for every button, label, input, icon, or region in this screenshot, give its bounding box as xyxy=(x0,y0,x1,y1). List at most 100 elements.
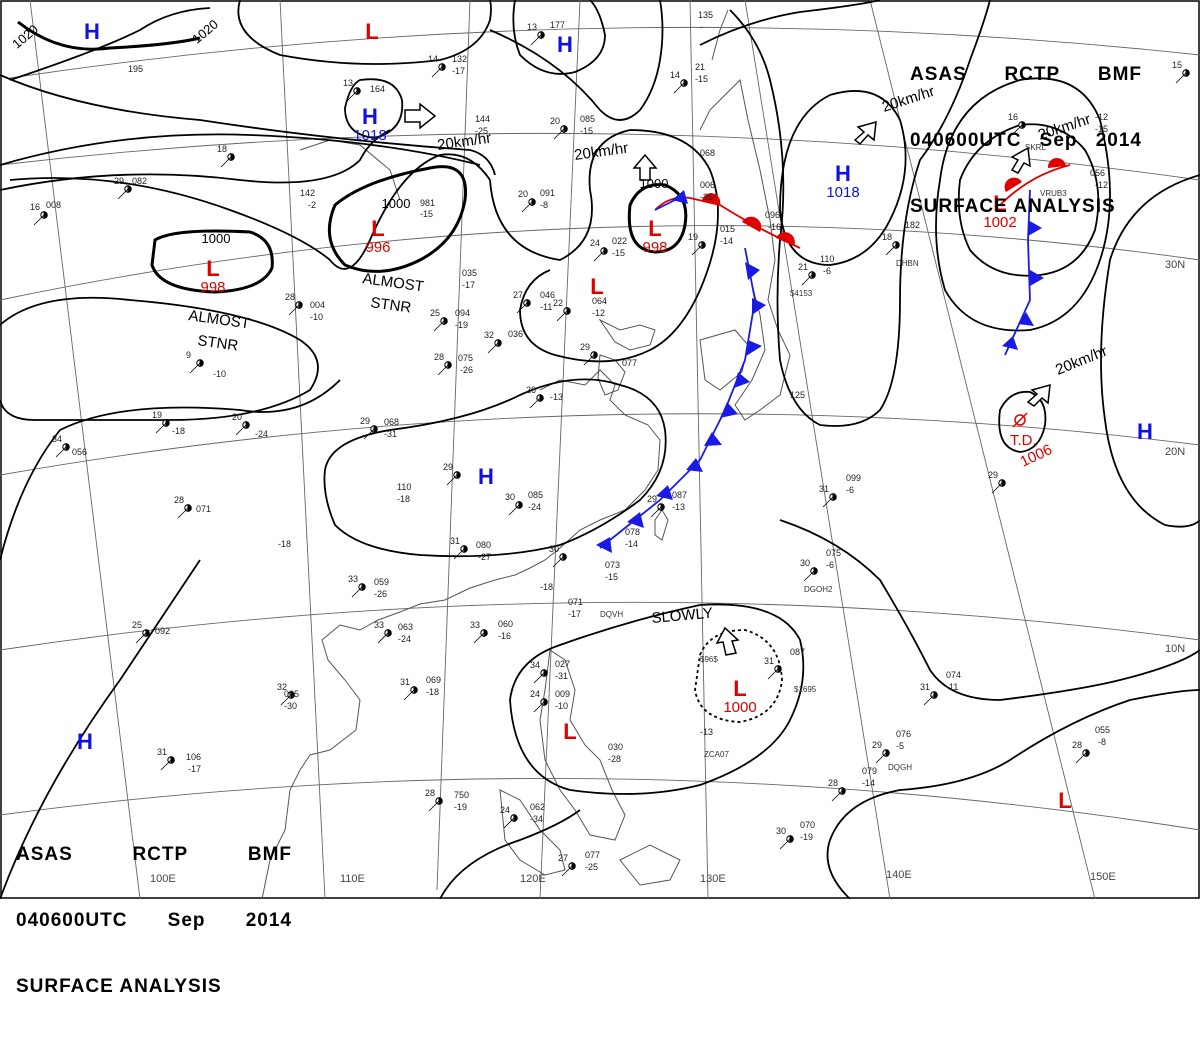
low-pressure-center: L xyxy=(206,256,219,281)
station-pressure-text: -14 xyxy=(862,778,875,788)
station-cloud-fill xyxy=(812,272,815,278)
station-temperature-text: 26 xyxy=(526,385,536,395)
station-pressure-text: 21 xyxy=(695,62,705,72)
station-pressure-text: 079 xyxy=(862,766,877,776)
high-pressure-center: H xyxy=(1137,419,1153,444)
title-month: Sep xyxy=(1040,130,1078,152)
station-pressure-text: -15 xyxy=(612,248,625,258)
isobar-label: 1000 xyxy=(202,231,231,246)
station-temperature-text: 18 xyxy=(882,232,892,242)
station-pressure-text: 106 xyxy=(186,752,201,762)
station-pressure-text: 015 xyxy=(720,224,735,234)
station-cloud-fill xyxy=(594,352,597,358)
station-pressure-text: -26 xyxy=(374,589,387,599)
station-temperature-text: 29 xyxy=(360,416,370,426)
title-block-bottom-left: ASAS RCTP BMF 040600UTC Sep 2014 SURFACE… xyxy=(16,800,292,1042)
station-temperature-text: 27 xyxy=(513,290,523,300)
station-pressure-text: 085 xyxy=(580,114,595,124)
station-pressure-text: -30 xyxy=(284,701,297,711)
station-temperature-text: 28 xyxy=(1072,740,1082,750)
title-agency: RCTP xyxy=(1004,64,1060,86)
ship-call-sign: DGOH2 xyxy=(804,585,833,594)
station-pressure-text: 078 xyxy=(625,527,640,537)
station-pressure-text: -15 xyxy=(420,209,433,219)
station-pressure-text: 004 xyxy=(310,300,325,310)
station-pressure-text: 030 xyxy=(608,742,623,752)
station-pressure-text: 077 xyxy=(622,358,637,368)
pressure-value: 1018 xyxy=(353,127,386,144)
station-pressure-text: -18 xyxy=(278,539,291,549)
station-pressure-text: 177 xyxy=(550,20,565,30)
station-pressure-text: -15 xyxy=(695,74,708,84)
station-cloud-fill xyxy=(661,504,664,510)
station-pressure-text: -34 xyxy=(530,814,543,824)
station-pressure-text: -24 xyxy=(398,634,411,644)
station-pressure-text: 092 xyxy=(155,626,170,636)
station-cloud-fill xyxy=(357,88,360,94)
high-pressure-center: H xyxy=(835,161,851,186)
station-pressure-text: -13 xyxy=(550,392,563,402)
station-pressure-text: 063 xyxy=(398,622,413,632)
station-cloud-fill xyxy=(778,666,781,672)
station-pressure-text: -25 xyxy=(585,862,598,872)
station-temperature-text: 16 xyxy=(30,202,40,212)
ship-call-sign: $4153 xyxy=(790,289,813,298)
title-line-2: 040600UTC Sep 2014 xyxy=(16,910,292,932)
station-temperature-text: 29 xyxy=(114,176,124,186)
station-cloud-fill xyxy=(519,502,522,508)
station-pressure-text: 077 xyxy=(585,850,600,860)
station-temperature-text: 34 xyxy=(530,660,540,670)
title-year: 2014 xyxy=(246,910,292,932)
station-temperature-text: 32 xyxy=(484,330,494,340)
station-pressure-text: -8 xyxy=(1098,737,1106,747)
station-cloud-fill xyxy=(1086,750,1089,756)
station-pressure-text: 195 xyxy=(128,64,143,74)
station-pressure-text: 125 xyxy=(790,390,805,400)
station-cloud-fill xyxy=(388,630,391,636)
station-cloud-fill xyxy=(514,815,517,821)
graticule-label: 30N xyxy=(1165,259,1185,271)
station-pressure-text: -17 xyxy=(188,764,201,774)
station-pressure-text: 142 xyxy=(300,188,315,198)
station-pressure-text: 144 xyxy=(475,114,490,124)
station-pressure-text: 099 xyxy=(846,473,861,483)
station-cloud-fill xyxy=(299,302,302,308)
station-pressure-text: 135 xyxy=(698,10,713,20)
station-temperature-text: 30 xyxy=(549,544,559,554)
station-pressure-text: 060 xyxy=(498,619,513,629)
station-temperature-text: 15 xyxy=(1172,60,1182,70)
station-pressure-text: 022 xyxy=(612,236,627,246)
station-pressure-text: 096 xyxy=(765,210,780,220)
station-temperature-text: 28 xyxy=(425,788,435,798)
station-pressure-text: -26 xyxy=(460,365,473,375)
ship-call-sign: DQVH xyxy=(600,610,623,619)
station-pressure-text: 009 xyxy=(555,689,570,699)
station-pressure-text: 110 xyxy=(397,482,411,492)
station-temperature-text: 21 xyxy=(798,262,808,272)
station-pressure-text: 071 xyxy=(568,597,583,607)
station-cloud-fill xyxy=(541,32,544,38)
title-year: 2014 xyxy=(1096,130,1142,152)
station-pressure-text: -18 xyxy=(540,582,553,592)
station-temperature-text: 29 xyxy=(647,494,657,504)
station-temperature-text: 30 xyxy=(505,492,515,502)
station-temperature-text: 30 xyxy=(776,826,786,836)
ship-call-sign: ZCA07 xyxy=(704,750,729,759)
station-temperature-text: 31 xyxy=(450,536,460,546)
pressure-value: 1000 xyxy=(723,699,756,716)
station-pressure-text: 075 xyxy=(458,353,473,363)
station-cloud-fill xyxy=(44,212,47,218)
station-cloud-fill xyxy=(66,444,69,450)
station-pressure-text: 750 xyxy=(454,790,469,800)
ship-call-sign: $1695 xyxy=(794,685,817,694)
station-pressure-text: -13 xyxy=(700,727,713,737)
title-agency: RCTP xyxy=(132,844,188,866)
title-line-1: ASAS RCTP BMF xyxy=(910,64,1142,86)
station-temperature-text: 14 xyxy=(670,70,680,80)
station-pressure-text: -27 xyxy=(478,552,491,562)
station-cloud-fill xyxy=(362,584,365,590)
station-pressure-text: -2 xyxy=(308,200,316,210)
station-pressure-text: -10 xyxy=(213,369,226,379)
station-pressure-text: -6 xyxy=(846,485,854,495)
station-temperature-text: 29 xyxy=(872,740,882,750)
